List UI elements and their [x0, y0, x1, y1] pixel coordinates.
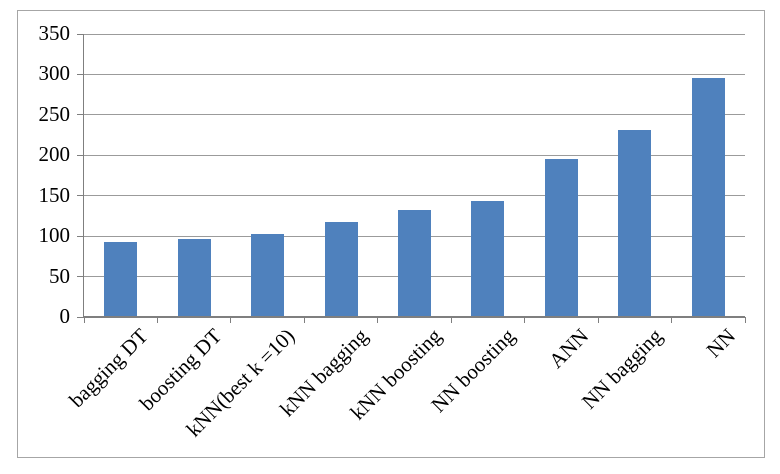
x-axis-tick — [83, 317, 85, 323]
x-axis-tick — [303, 317, 305, 323]
y-tick-label: 100 — [38, 223, 71, 248]
x-tick-label: ANN — [543, 323, 594, 373]
y-tick-label: 50 — [49, 263, 70, 288]
x-axis-tick — [156, 317, 158, 323]
bar — [104, 241, 138, 317]
x-tick-label: NN — [701, 323, 740, 363]
bar — [251, 233, 285, 317]
chart-frame: 0 50 100 150 200 250 300 350 bagging DT boosting … — [17, 10, 765, 458]
y-axis-tick — [77, 154, 84, 156]
bar — [177, 238, 211, 317]
y-tick-label: 350 — [38, 21, 71, 45]
y-axis-tick — [77, 33, 84, 35]
y-axis-line — [83, 34, 84, 318]
y-axis-tick — [77, 316, 84, 318]
x-axis-tick — [230, 317, 232, 323]
bar — [691, 77, 725, 317]
bar — [618, 130, 652, 317]
gridline — [84, 114, 745, 116]
gridline — [84, 33, 745, 35]
gridline — [84, 195, 745, 197]
x-axis-tick — [744, 317, 746, 323]
bar — [471, 201, 505, 317]
y-axis-tick — [77, 276, 84, 278]
x-axis-line — [84, 316, 745, 318]
y-tick-label: 300 — [38, 61, 71, 86]
bar — [324, 222, 358, 317]
x-axis-tick — [524, 317, 526, 323]
y-tick-label: 200 — [38, 142, 71, 167]
gridline — [84, 154, 745, 156]
y-tick-label: 250 — [38, 101, 71, 126]
bar — [544, 158, 578, 317]
x-axis-tick — [597, 317, 599, 323]
gridline — [84, 73, 745, 75]
y-tick-label: 0 — [59, 304, 71, 328]
x-axis-tick — [671, 317, 673, 323]
x-axis-tick — [450, 317, 452, 323]
y-axis-tick — [77, 195, 84, 197]
x-axis-tick — [377, 317, 379, 323]
y-tick-label: 150 — [38, 182, 71, 207]
y-axis-tick — [77, 114, 84, 116]
y-axis-tick — [77, 235, 84, 237]
y-axis-tick — [77, 73, 84, 75]
bar — [398, 210, 431, 317]
plot-area: 0 50 100 150 200 250 300 350 bagging DT boosting … — [18, 11, 764, 457]
